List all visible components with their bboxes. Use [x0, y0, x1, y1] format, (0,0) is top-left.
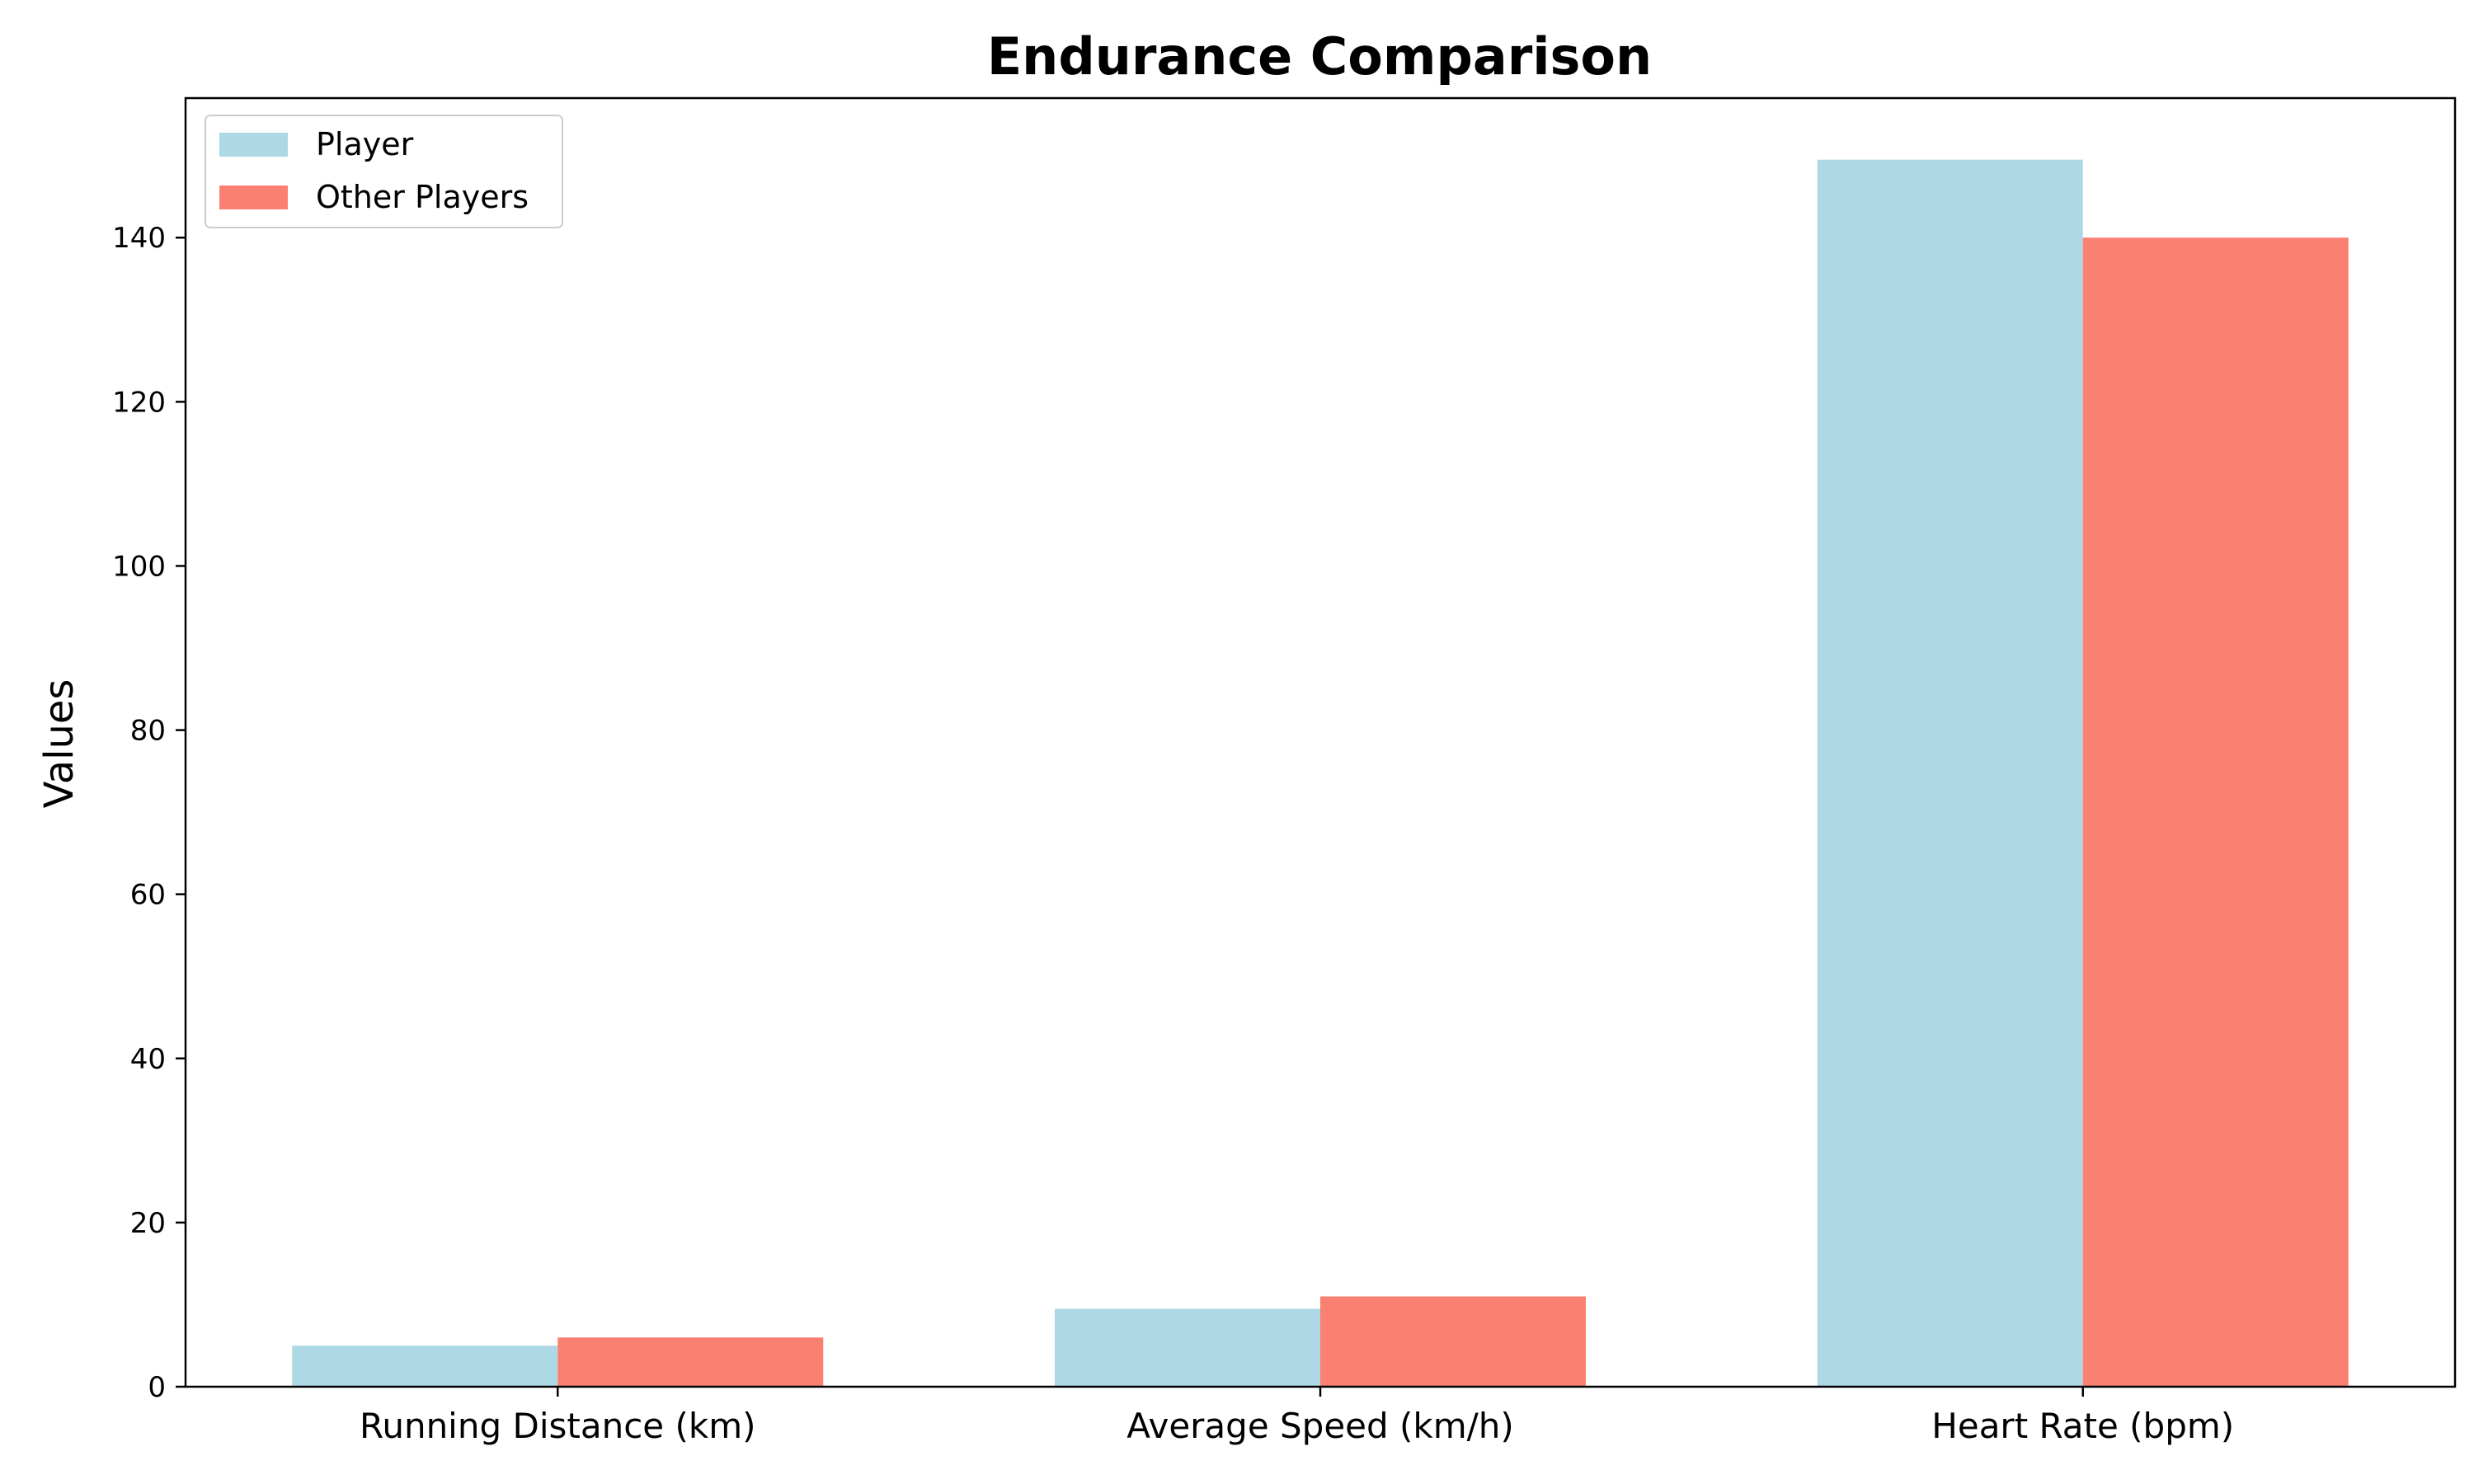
- y-tick-label: 40: [130, 1043, 166, 1076]
- bar-other-players-2: [2082, 237, 2349, 1387]
- bar-player-2: [1817, 159, 2083, 1387]
- bar-player-0: [292, 1345, 558, 1387]
- x-axis-ticks: Running Distance (km) Average Speed (km/h…: [360, 1387, 2234, 1446]
- y-tick-label: 140: [112, 222, 166, 255]
- x-tick-label: Heart Rate (bpm): [1931, 1406, 2234, 1446]
- bar-other-players-0: [557, 1337, 824, 1387]
- legend: Player Other Players: [205, 115, 563, 228]
- y-tick-label: 0: [148, 1371, 166, 1404]
- bar-other-players-1: [1320, 1296, 1586, 1387]
- legend-swatch-player: [219, 133, 288, 157]
- y-tick-label: 120: [112, 386, 166, 419]
- legend-swatch-other-players: [219, 186, 288, 209]
- y-axis-ticks: 0 20 40 60 80 100 120 140: [112, 222, 186, 1404]
- y-tick-label: 60: [130, 879, 166, 912]
- y-tick-label: 20: [130, 1207, 166, 1240]
- bars-layer: [292, 159, 2349, 1387]
- plot-area-frame: [184, 96, 2457, 1388]
- legend-label-other-players: Other Players: [316, 179, 529, 215]
- x-tick-label: Average Speed (km/h): [1126, 1406, 1514, 1446]
- legend-label-player: Player: [316, 126, 414, 162]
- y-axis-label: Values: [36, 679, 82, 809]
- chart-title: Endurance Comparison: [987, 26, 1652, 87]
- y-tick-label: 100: [112, 550, 166, 583]
- x-tick-label: Running Distance (km): [360, 1406, 755, 1446]
- y-tick-label: 80: [130, 715, 166, 748]
- legend-box: [205, 115, 563, 228]
- bar-player-1: [1055, 1308, 1320, 1387]
